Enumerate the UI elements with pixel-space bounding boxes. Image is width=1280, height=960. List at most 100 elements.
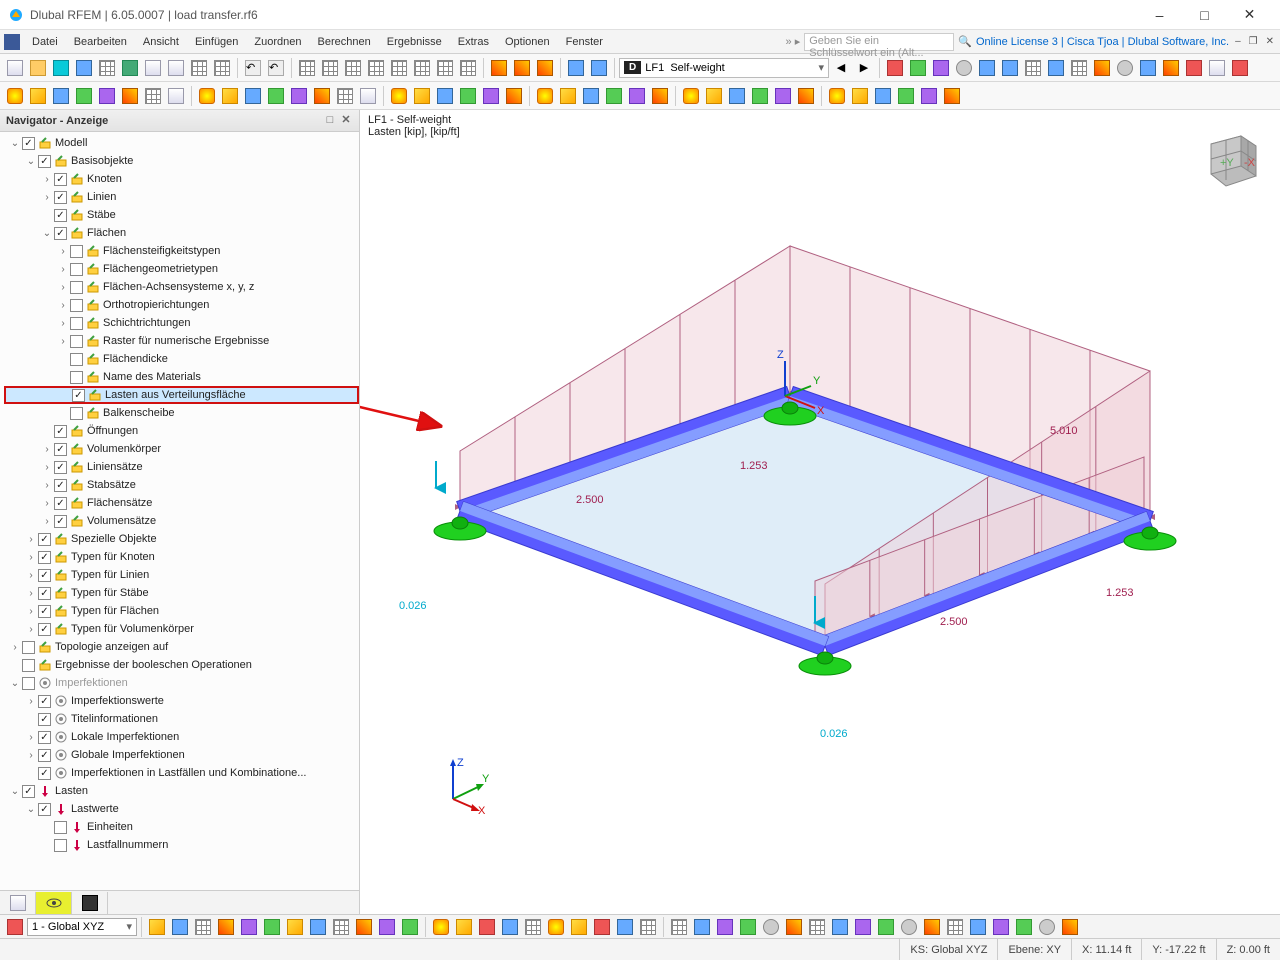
menu-extras[interactable]: Extras — [450, 36, 497, 48]
tree-twisty[interactable]: › — [56, 336, 70, 347]
tree-twisty[interactable]: › — [24, 606, 38, 617]
tree-item-39[interactable]: Lastfallnummern — [4, 836, 359, 854]
tb1-end-8[interactable] — [1068, 57, 1090, 79]
btb-c8[interactable] — [852, 916, 874, 938]
tree-item-38[interactable]: Einheiten — [4, 818, 359, 836]
tb1-btn-3[interactable] — [73, 57, 95, 79]
tb2-g2-3[interactable] — [457, 85, 479, 107]
tree-item-13[interactable]: Name des Materials — [4, 368, 359, 386]
tb1-snap-1[interactable] — [588, 57, 610, 79]
tree-twisty[interactable]: › — [56, 300, 70, 311]
tree-twisty[interactable]: › — [24, 696, 38, 707]
tb1-end-7[interactable] — [1045, 57, 1067, 79]
loadcase-selector[interactable]: DLF1 Self-weight▾ — [619, 58, 829, 78]
tb2-g4-3[interactable] — [749, 85, 771, 107]
tree-checkbox[interactable] — [54, 515, 67, 528]
tree-item-14[interactable]: Lasten aus Verteilungsfläche — [4, 386, 359, 404]
tb1-end-3[interactable] — [953, 57, 975, 79]
tb2-g5-3[interactable] — [895, 85, 917, 107]
menu-ansicht[interactable]: Ansicht — [135, 36, 187, 48]
tree-item-20[interactable]: ›Flächensätze — [4, 494, 359, 512]
tb1-end-9[interactable] — [1091, 57, 1113, 79]
tree-item-0[interactable]: ⌄Modell — [4, 134, 359, 152]
tree-twisty[interactable]: ⌄ — [8, 138, 22, 149]
tb1-end-1[interactable] — [907, 57, 929, 79]
tree-item-30[interactable]: ⌄Imperfektionen — [4, 674, 359, 692]
tree-checkbox[interactable] — [38, 767, 51, 780]
nav-tab-views[interactable] — [72, 892, 108, 914]
tb2-g4-0[interactable] — [680, 85, 702, 107]
tb2-g5-2[interactable] — [872, 85, 894, 107]
menu-optionen[interactable]: Optionen — [497, 36, 558, 48]
tree-item-37[interactable]: ⌄Lastwerte — [4, 800, 359, 818]
tree-checkbox[interactable] — [38, 551, 51, 564]
tree-twisty[interactable]: › — [40, 516, 54, 527]
tb2-g0-2[interactable] — [50, 85, 72, 107]
tree-item-36[interactable]: ⌄Lasten — [4, 782, 359, 800]
navigator-undock[interactable]: □ — [323, 114, 337, 128]
navigator-tree[interactable]: ⌄Modell⌄Basisobjekte›Knoten›LinienStäbe⌄… — [0, 132, 359, 890]
tb2-g0-0[interactable] — [4, 85, 26, 107]
tree-checkbox[interactable] — [38, 587, 51, 600]
tb1-end-12[interactable] — [1160, 57, 1182, 79]
tree-checkbox[interactable] — [38, 623, 51, 636]
btb-a1[interactable] — [169, 916, 191, 938]
tb2-g5-4[interactable] — [918, 85, 940, 107]
tree-item-4[interactable]: Stäbe — [4, 206, 359, 224]
tb2-g0-7[interactable] — [165, 85, 187, 107]
btb-b9[interactable] — [637, 916, 659, 938]
tree-checkbox[interactable] — [38, 533, 51, 546]
tree-twisty[interactable]: › — [40, 498, 54, 509]
window-close[interactable]: ✕ — [1227, 1, 1272, 29]
tree-checkbox[interactable] — [38, 749, 51, 762]
btb-b7[interactable] — [591, 916, 613, 938]
tb2-g1-6[interactable] — [334, 85, 356, 107]
tree-item-5[interactable]: ⌄Flächen — [4, 224, 359, 242]
menu-fenster[interactable]: Fenster — [558, 36, 611, 48]
loadcase-nav-1[interactable]: ▶ — [853, 57, 875, 79]
tree-item-28[interactable]: ›Topologie anzeigen auf — [4, 638, 359, 656]
tree-item-22[interactable]: ›Spezielle Objekte — [4, 530, 359, 548]
tree-twisty[interactable]: › — [8, 642, 22, 653]
tree-item-21[interactable]: ›Volumensätze — [4, 512, 359, 530]
tree-twisty[interactable]: › — [40, 174, 54, 185]
tree-twisty[interactable]: › — [40, 444, 54, 455]
btb-a10[interactable] — [376, 916, 398, 938]
tree-checkbox[interactable] — [70, 317, 83, 330]
tree-checkbox[interactable] — [38, 695, 51, 708]
tb1-mid-1[interactable] — [319, 57, 341, 79]
tree-item-6[interactable]: ›Flächensteifigkeitstypen — [4, 242, 359, 260]
tree-checkbox[interactable] — [70, 281, 83, 294]
tb1-end-6[interactable] — [1022, 57, 1044, 79]
btb-c10[interactable] — [898, 916, 920, 938]
btb-a4[interactable] — [238, 916, 260, 938]
menu-zuordnen[interactable]: Zuordnen — [246, 36, 309, 48]
tb1-end-15[interactable] — [1229, 57, 1251, 79]
tree-checkbox[interactable] — [70, 335, 83, 348]
btb-a9[interactable] — [353, 916, 375, 938]
btb-c16[interactable] — [1036, 916, 1058, 938]
tree-checkbox[interactable] — [54, 479, 67, 492]
tree-item-31[interactable]: ›Imperfektionswerte — [4, 692, 359, 710]
btb-c15[interactable] — [1013, 916, 1035, 938]
tb1-mid-7[interactable] — [457, 57, 479, 79]
tree-item-2[interactable]: ›Knoten — [4, 170, 359, 188]
tb2-g3-0[interactable] — [534, 85, 556, 107]
btb-b2[interactable] — [476, 916, 498, 938]
tb1-btn-6[interactable] — [142, 57, 164, 79]
tb1-mid-3[interactable] — [365, 57, 387, 79]
tb1-end-14[interactable] — [1206, 57, 1228, 79]
tree-checkbox[interactable] — [22, 677, 35, 690]
btb-c1[interactable] — [691, 916, 713, 938]
tb2-g4-5[interactable] — [795, 85, 817, 107]
tree-twisty[interactable]: ⌄ — [8, 786, 22, 797]
btb-a6[interactable] — [284, 916, 306, 938]
tree-item-18[interactable]: ›Liniensätze — [4, 458, 359, 476]
window-maximize[interactable]: □ — [1182, 1, 1227, 29]
tb1-snap-0[interactable] — [565, 57, 587, 79]
tb1-mid-4[interactable] — [388, 57, 410, 79]
btb-a3[interactable] — [215, 916, 237, 938]
tree-checkbox[interactable] — [38, 713, 51, 726]
tree-twisty[interactable]: › — [56, 264, 70, 275]
btb-b6[interactable] — [568, 916, 590, 938]
